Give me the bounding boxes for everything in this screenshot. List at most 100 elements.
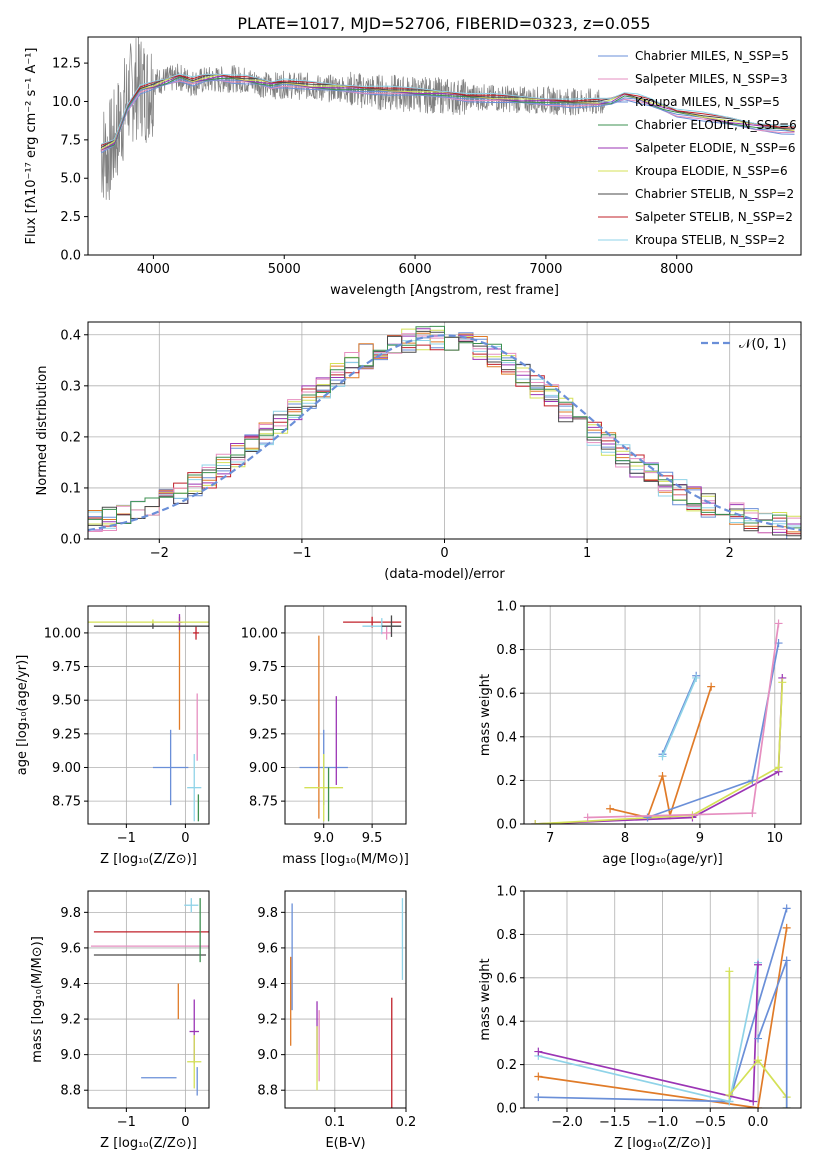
y-tick-label: 0.2	[496, 774, 517, 789]
y-tick-label: 0.1	[60, 481, 81, 496]
mass-weight-marker	[725, 1090, 734, 1099]
mass-weight-marker	[754, 1056, 763, 1065]
x-tick-label: −1	[117, 1115, 136, 1130]
x-tick-label: 0.2	[396, 1115, 417, 1130]
x-tick-label: 0	[181, 831, 189, 846]
y-axis-label: Normed distribution	[35, 366, 50, 496]
y-tick-label: 10.00	[44, 626, 81, 641]
x-tick-label: 7	[546, 831, 554, 846]
figure-title: PLATE=1017, MJD=52706, FIBERID=0323, z=0…	[237, 14, 650, 33]
y-tick-label: 1.0	[496, 885, 517, 900]
x-tick-label: −0.5	[694, 1115, 726, 1130]
y-tick-label: 9.50	[52, 694, 81, 709]
y-tick-label: 9.4	[60, 977, 81, 992]
y-tick-label: 9.6	[60, 941, 81, 956]
y-tick-label: 9.0	[60, 1048, 81, 1063]
y-tick-label: 9.50	[249, 694, 278, 709]
mass-weight-marker	[754, 1104, 763, 1108]
x-axis-label: E(B-V)	[325, 1136, 365, 1151]
y-tick-label: 0.4	[60, 328, 81, 343]
x-tick-label: 6000	[399, 262, 432, 277]
x-tick-label: 9.0	[313, 831, 334, 846]
mass-weight-marker	[534, 1072, 543, 1081]
y-tick-label: 2.5	[60, 210, 81, 225]
y-tick-label: 1.0	[496, 600, 517, 615]
y-tick-label: 0.0	[60, 249, 81, 264]
x-tick-label: 0	[440, 546, 448, 561]
mass-vs-metallicity-panel: −1 0 8.8 9.0 9.2 9.4 9.6 9.8 Z [log₁₀(Z/Z⊙)] mass…	[30, 890, 210, 1151]
x-tick-label: 10	[767, 831, 784, 846]
mass-weight-line	[661, 677, 697, 757]
axes-frame	[523, 605, 802, 825]
y-axis-label: mass weight	[478, 674, 493, 756]
y-tick-label: 0.4	[496, 1015, 517, 1030]
x-axis-label: mass [log₁₀(M/M⊙)]	[282, 852, 409, 867]
x-tick-label: −1.0	[647, 1115, 679, 1130]
x-tick-label: 0	[181, 1115, 189, 1130]
mass-weight-marker	[583, 813, 592, 822]
mass-weight-marker	[643, 813, 652, 822]
y-tick-label: 5.0	[60, 172, 81, 187]
y-tick-label: 9.6	[257, 941, 278, 956]
y-axis-label: mass [log₁₀(M/M⊙)]	[30, 936, 45, 1063]
age-vs-metallicity-panel: −1 0 8.75 9.00 9.25 9.50 9.75 10.00 Z [log₁₀(Z/Z…	[15, 605, 210, 867]
legend-entry: Chabrier MILES, N_SSP=5	[635, 49, 789, 63]
legend-entry: Kroupa STELIB, N_SSP=2	[635, 233, 785, 247]
x-tick-label: 4000	[137, 262, 170, 277]
plot-area	[531, 619, 787, 824]
y-tick-label: 0.6	[496, 687, 517, 702]
mass-weight-marker	[658, 752, 667, 761]
mass-weight-marker	[782, 956, 791, 965]
plot-area	[88, 325, 801, 539]
legend-entry: Kroupa ELODIE, N_SSP=6	[635, 164, 788, 178]
mass-weight-marker	[748, 809, 757, 818]
residual-histogram-step	[88, 325, 801, 529]
y-tick-label: 8.75	[249, 795, 278, 810]
y-tick-label: 9.25	[249, 727, 278, 742]
mass-weight-marker	[754, 960, 763, 969]
y-tick-label: 0.0	[496, 1102, 517, 1117]
y-tick-label: 0.8	[496, 643, 517, 658]
x-tick-label: 5000	[268, 262, 301, 277]
y-tick-label: 0.3	[60, 379, 81, 394]
mass-weight-marker	[534, 1093, 543, 1102]
x-tick-label: 0.0	[748, 1115, 769, 1130]
y-tick-label: 0.0	[496, 818, 517, 833]
residuals-panel: −2 −1 0 1 2 0.0 0.1 0.2 0.3 0.4 (data-model)/error…	[35, 321, 802, 582]
y-tick-label: 9.8	[60, 906, 81, 921]
x-tick-label: −1	[117, 831, 136, 846]
y-tick-label: 0.2	[60, 430, 81, 445]
y-tick-label: 0.8	[496, 928, 517, 943]
y-tick-label: 0.0	[60, 533, 81, 548]
mass-weight-marker	[692, 673, 701, 682]
x-tick-label: 7000	[529, 262, 562, 277]
plot-area	[88, 614, 209, 822]
y-tick-label: 0.2	[496, 1058, 517, 1073]
x-tick-label: 1	[583, 546, 591, 561]
y-tick-label: 9.0	[257, 1048, 278, 1063]
y-tick-label: 9.25	[52, 727, 81, 742]
legend-entry: Chabrier STELIB, N_SSP=2	[635, 187, 794, 201]
y-tick-label: 10.00	[241, 626, 278, 641]
mass-weight-marker	[749, 1097, 758, 1106]
plot-area	[534, 904, 791, 1108]
plot-area	[90, 898, 209, 1096]
legend-entry: Salpeter ELODIE, N_SSP=6	[635, 141, 796, 155]
weight-vs-age-panel: 7 8 9 10 0.0 0.2 0.4 0.6 0.8 1.0 age [log₁₀(age/yr…	[478, 600, 802, 867]
y-tick-label: 9.8	[257, 906, 278, 921]
y-tick-label: 0.4	[496, 730, 517, 745]
plot-area	[299, 615, 402, 822]
x-axis-label: Z [log₁₀(Z/Z⊙)]	[100, 852, 197, 867]
spectrum-panel: 4000 5000 6000 7000 8000 0.0 2.5 5.0 7.5 10.0 12.5…	[24, 36, 802, 298]
mass-weight-marker	[774, 763, 783, 772]
y-tick-label: 9.75	[249, 660, 278, 675]
y-tick-label: 9.00	[249, 761, 278, 776]
x-axis-label: wavelength [Angstrom, rest frame]	[330, 283, 559, 298]
x-tick-label: 0.1	[324, 1115, 345, 1130]
x-tick-label: 2	[726, 546, 734, 561]
plot-area	[100, 37, 795, 201]
x-tick-label: −2	[150, 546, 169, 561]
y-tick-label: 9.75	[52, 660, 81, 675]
axes-frame	[284, 605, 407, 825]
